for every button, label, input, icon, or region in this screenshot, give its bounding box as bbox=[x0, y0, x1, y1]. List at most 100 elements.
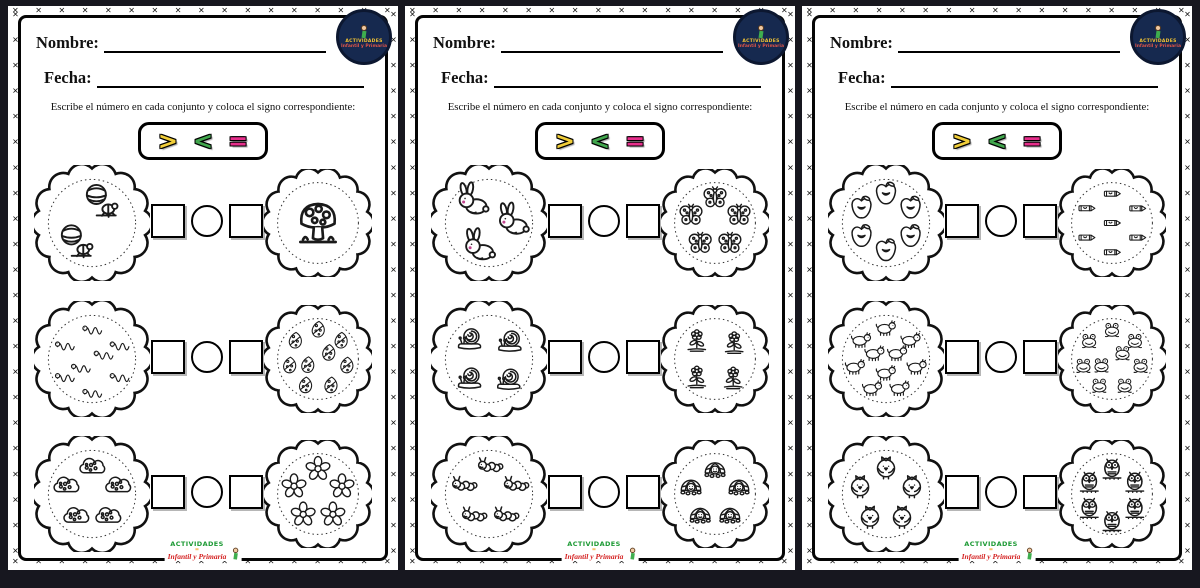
equal-sign: = bbox=[625, 127, 646, 155]
answer-box-right[interactable] bbox=[1023, 339, 1057, 374]
publisher-badge: ACTIVIDADES Infantil y Primaria bbox=[733, 9, 789, 65]
comparison-row bbox=[431, 300, 769, 417]
rows bbox=[34, 165, 372, 552]
set-circle-left bbox=[34, 300, 150, 417]
name-label: Nombre: bbox=[433, 33, 496, 52]
butterfly-icon bbox=[703, 186, 727, 208]
answer-box-left[interactable] bbox=[945, 475, 979, 509]
signs-legend-box: > < = bbox=[931, 122, 1063, 160]
name-write-line[interactable] bbox=[103, 38, 326, 53]
footer-separator: = bbox=[591, 546, 597, 553]
answer-box-left[interactable] bbox=[548, 475, 582, 509]
answer-box-right[interactable] bbox=[626, 475, 660, 509]
comparison-row bbox=[34, 436, 372, 552]
crayon-icon bbox=[1103, 219, 1121, 227]
date-label: Fecha: bbox=[44, 68, 92, 87]
answer-box-left[interactable] bbox=[151, 339, 185, 374]
name-write-line[interactable] bbox=[897, 38, 1120, 53]
stitch-border-top: ✕ ✕ ✕ ✕ ✕ ✕ ✕ ✕ ✕ ✕ ✕ ✕ ✕ ✕ ✕ ✕ ✕ ✕ ✕ ✕ … bbox=[806, 7, 1188, 15]
answer-box-left[interactable] bbox=[548, 204, 582, 238]
badge-title: ACTIVIDADES bbox=[345, 39, 383, 44]
answer-group bbox=[151, 475, 263, 509]
instruction-text: Escribe el número en cada conjunto y col… bbox=[447, 101, 753, 113]
date-write-line[interactable] bbox=[493, 73, 761, 88]
answer-box-right[interactable] bbox=[229, 475, 263, 509]
apple-icon bbox=[900, 194, 921, 219]
comparison-row bbox=[34, 300, 372, 417]
footer-subtitle: Infantil y Primaria bbox=[167, 552, 227, 561]
date-write-line[interactable] bbox=[96, 73, 364, 88]
set-circle-right bbox=[264, 304, 372, 413]
answer-box-right[interactable] bbox=[1023, 475, 1057, 509]
name-field-row: Nombre: bbox=[830, 33, 1120, 53]
name-field-row: Nombre: bbox=[36, 33, 326, 53]
apple-icon bbox=[900, 223, 921, 248]
less-than-sign: < bbox=[986, 127, 1008, 155]
footer-separator: = bbox=[988, 546, 994, 553]
footer-title: ACTIVIDADES bbox=[170, 539, 224, 548]
crayon-icon bbox=[1103, 190, 1121, 197]
set-circle-right bbox=[661, 440, 769, 548]
footer-logo: ACTIVIDADES = Infantil y Primaria bbox=[561, 539, 639, 561]
set-circle-left bbox=[828, 436, 944, 552]
worksheet-page: ✕ ✕ ✕ ✕ ✕ ✕ ✕ ✕ ✕ ✕ ✕ ✕ ✕ ✕ ✕ ✕ ✕ ✕ ✕ ✕ … bbox=[8, 6, 398, 570]
set-circle-right bbox=[264, 440, 372, 548]
set-circle-left bbox=[431, 165, 547, 281]
answer-box-right[interactable] bbox=[626, 339, 660, 374]
apple-icon bbox=[875, 237, 897, 262]
sign-circle[interactable] bbox=[588, 340, 620, 373]
answer-box-right[interactable] bbox=[229, 204, 263, 238]
kid-mascot-icon bbox=[359, 25, 369, 38]
equal-sign: = bbox=[228, 127, 249, 155]
worksheet-page: ✕ ✕ ✕ ✕ ✕ ✕ ✕ ✕ ✕ ✕ ✕ ✕ ✕ ✕ ✕ ✕ ✕ ✕ ✕ ✕ … bbox=[802, 6, 1192, 570]
stitch-border-bottom: ✕ ✕ ✕ ✕ ✕ ✕ ✕ ✕ ✕ ✕ ✕ ✕ ✕ ✕ ✕ ✕ ✕ ✕ ✕ ✕ … bbox=[806, 558, 1188, 566]
sign-circle[interactable] bbox=[191, 205, 223, 237]
sign-circle[interactable] bbox=[588, 476, 620, 508]
name-write-line[interactable] bbox=[500, 38, 723, 53]
sign-circle[interactable] bbox=[985, 205, 1017, 237]
answer-group bbox=[945, 475, 1057, 509]
answer-box-left[interactable] bbox=[945, 204, 979, 238]
sign-circle[interactable] bbox=[191, 476, 223, 508]
page-frame: Nombre: Fecha: Escribe el número en cada… bbox=[415, 15, 785, 561]
date-write-line[interactable] bbox=[890, 73, 1158, 88]
set-circle-left bbox=[431, 436, 547, 552]
answer-box-right[interactable] bbox=[229, 339, 263, 374]
kid-mascot-icon bbox=[628, 547, 637, 560]
stitch-border-left: ✕ ✕ ✕ ✕ ✕ ✕ ✕ ✕ ✕ ✕ ✕ ✕ ✕ ✕ ✕ ✕ ✕ ✕ ✕ ✕ … bbox=[406, 10, 416, 566]
name-label: Nombre: bbox=[36, 33, 99, 52]
answer-box-left[interactable] bbox=[945, 339, 979, 374]
equal-sign: = bbox=[1022, 127, 1043, 155]
date-field-row: Fecha: bbox=[44, 68, 364, 88]
butterfly-icon bbox=[688, 231, 712, 254]
name-field-row: Nombre: bbox=[433, 33, 723, 53]
butterfly-icon bbox=[718, 231, 742, 254]
sign-circle[interactable] bbox=[588, 205, 620, 237]
answer-box-right[interactable] bbox=[626, 204, 660, 238]
butterfly-icon bbox=[679, 203, 703, 225]
signs-legend-box: > < = bbox=[137, 122, 269, 160]
answer-box-left[interactable] bbox=[548, 339, 582, 374]
set-circle-left bbox=[828, 165, 944, 281]
comparison-row bbox=[431, 165, 769, 281]
answer-box-left[interactable] bbox=[151, 204, 185, 238]
answer-box-left[interactable] bbox=[151, 475, 185, 509]
date-label: Fecha: bbox=[838, 68, 886, 87]
publisher-badge: ACTIVIDADES Infantil y Primaria bbox=[1130, 9, 1186, 65]
answer-box-right[interactable] bbox=[1023, 204, 1057, 238]
set-circle-right bbox=[264, 169, 372, 277]
set-circle-right bbox=[1058, 304, 1166, 413]
stitch-border-bottom: ✕ ✕ ✕ ✕ ✕ ✕ ✕ ✕ ✕ ✕ ✕ ✕ ✕ ✕ ✕ ✕ ✕ ✕ ✕ ✕ … bbox=[12, 558, 394, 566]
sign-circle[interactable] bbox=[985, 476, 1017, 508]
sign-circle[interactable] bbox=[191, 340, 223, 373]
sign-circle[interactable] bbox=[985, 340, 1017, 373]
comparison-row bbox=[828, 436, 1166, 552]
footer-logo: ACTIVIDADES = Infantil y Primaria bbox=[958, 539, 1036, 561]
comparison-row bbox=[828, 300, 1166, 417]
mushroom-icon bbox=[299, 202, 337, 244]
badge-subtitle: Infantil y Primaria bbox=[1135, 44, 1181, 49]
rows bbox=[828, 165, 1166, 552]
set-circle-left bbox=[34, 436, 150, 552]
badge-subtitle: Infantil y Primaria bbox=[341, 44, 387, 49]
signs-legend-box: > < = bbox=[534, 122, 666, 160]
